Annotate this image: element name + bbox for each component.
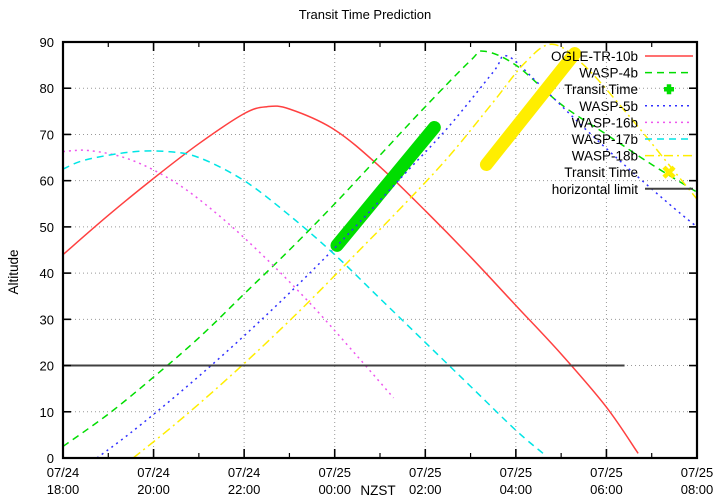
y-tick-label: 50 [40,220,54,235]
x-tick-label-time: 18:00 [47,482,80,497]
legend-key-x-marker [662,165,676,179]
y-tick-label: 0 [47,451,54,466]
x-tick-label-time: 00:00 [318,482,351,497]
x-tick-label-date: 07/25 [590,465,623,480]
x-tick-label-date: 07/25 [500,465,533,480]
x-tick-label-time: 22:00 [228,482,261,497]
x-tick-label-time: 20:00 [137,482,170,497]
y-tick-label: 60 [40,174,54,189]
legend-label-1: WASP-4b [579,66,638,81]
y-tick-label: 10 [40,405,54,420]
chart-title: Transit Time Prediction [299,7,431,22]
x-tick-label-date: 07/24 [228,465,261,480]
transit-time-band-x [479,47,582,171]
y-tick-label: 20 [40,359,54,374]
x-tick-label-date: 07/24 [137,465,170,480]
legend-label-4: WASP-16b [572,115,638,130]
x-tick-label-date: 07/25 [681,465,714,480]
x-tick-label-date: 07/25 [409,465,442,480]
legend-label-6: WASP-18b [572,149,638,164]
y-tick-label: 70 [40,127,54,142]
series-line-wasp-18b [132,43,698,459]
data-series-layer [62,43,698,459]
series-line-ogle-tr-10b [62,105,639,454]
x-tick-label-time: 02:00 [409,482,442,497]
x-tick-label-time: 06:00 [590,482,623,497]
legend-label-5: WASP-17b [572,132,638,147]
legend-label-0: OGLE-TR-10b [551,49,638,64]
series-line-wasp-4b [62,50,698,448]
axes-layer [61,40,699,460]
grid-lines [63,42,697,458]
tick-labels-layer: 0 10 20 30 40 50 60 70 80 90 07/24 18:00 07/24 20:00 0… [40,35,714,497]
y-tick-label: 80 [40,81,54,96]
series-line-wasp-17b [62,150,544,454]
x-tick-label-date: 07/25 [318,465,351,480]
legend-label-2: Transit Time [564,82,638,97]
y-tick-label: 30 [40,312,54,327]
y-axis-label: Altitude [6,249,21,294]
transit-time-band-plus [330,121,441,252]
series-line-wasp-5b [96,54,698,459]
plot-frame [61,40,699,460]
x-tick-label-time: 08:00 [681,482,714,497]
x-axis-label: NZST [360,483,395,498]
x-tick-label-date: 07/24 [47,465,80,480]
x-tick-label-time: 04:00 [500,482,533,497]
y-tick-label: 90 [40,35,54,50]
legend-label-8: horizontal limit [552,182,639,197]
legend-key-plus-marker [664,84,674,95]
legend-label-7: Transit Time [564,165,638,180]
legend-label-3: WASP-5b [579,99,638,114]
y-tick-label: 40 [40,266,54,281]
